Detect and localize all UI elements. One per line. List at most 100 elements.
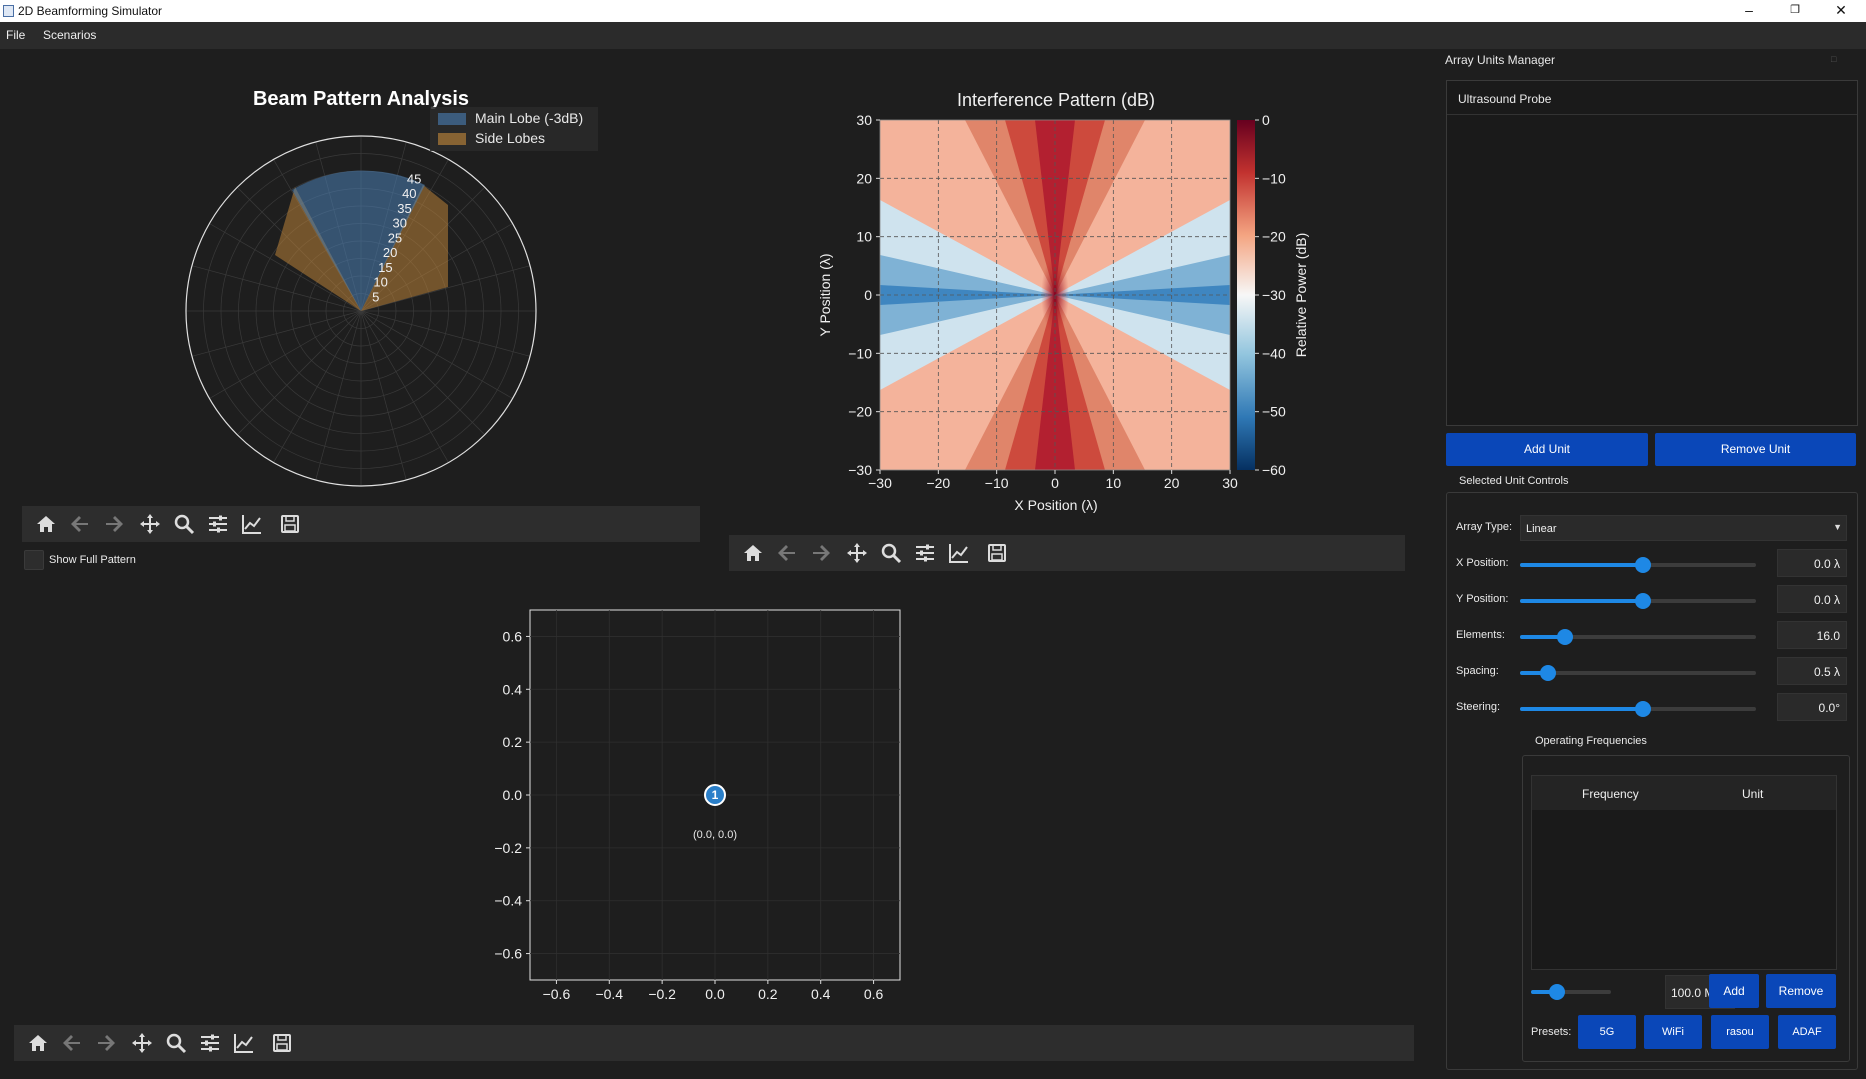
legend-side-lobes: Side Lobes <box>475 130 545 146</box>
preset-button[interactable]: ADAF <box>1778 1015 1836 1049</box>
panel-float-icon[interactable]: □ <box>1831 54 1837 64</box>
colorbar-ticks: 0 −10 −20 −30 −40 −50 −60 <box>1255 112 1286 478</box>
polar-grid-spoke <box>360 310 407 481</box>
array-plot-xtick: −0.2 <box>648 986 676 1002</box>
polar-radial-tick: 10 <box>373 275 387 290</box>
beam-pattern-polar-plot[interactable]: Beam Pattern Analysis 51015202530354045 … <box>0 55 720 495</box>
save-icon[interactable] <box>278 512 302 536</box>
heatmap-xtick: 30 <box>1222 475 1238 491</box>
configure-icon[interactable] <box>198 1031 222 1055</box>
control-value-field[interactable]: 16.0 <box>1777 621 1847 649</box>
home-icon[interactable] <box>26 1031 50 1055</box>
colorbar-label: Relative Power (dB) <box>1293 233 1309 358</box>
menu-scenarios[interactable]: Scenarios <box>43 28 97 42</box>
legend-main-swatch <box>438 113 466 125</box>
array-type-select[interactable]: Linear ▼ <box>1520 515 1847 541</box>
heatmap-ticks: −30 −20 −10 0 10 20 30 30 20 10 0 −10 −20 −30 <box>848 112 1238 491</box>
menu-bar: File Scenarios <box>0 22 1866 49</box>
edit-axis-icon[interactable] <box>240 512 264 536</box>
colorbar-tick: −10 <box>1262 170 1286 186</box>
heatmap-xtick: −10 <box>985 475 1009 491</box>
configure-icon[interactable] <box>206 512 230 536</box>
app-icon <box>3 5 14 17</box>
interference-pattern-plot[interactable]: Interference Pattern (dB) −30 −20 −10 0 10 20… <box>800 80 1340 520</box>
add-unit-button[interactable]: Add Unit <box>1446 433 1648 466</box>
array-layout-plot[interactable]: −0.6 −0.4 −0.2 0.0 0.2 0.4 0.6 0.6 0.4 0.2 0.0 −0.2… <box>470 600 930 1020</box>
back-arrow-icon[interactable] <box>60 1031 84 1055</box>
side-lobe-sector <box>361 185 448 311</box>
frequency-table-header: Frequency Unit <box>1532 776 1836 810</box>
control-value-field[interactable]: 0.0 λ <box>1777 549 1847 577</box>
polar-radial-tick: 30 <box>393 216 407 231</box>
array-plot-toolbar <box>14 1025 1414 1061</box>
array-plot-ytick: 0.2 <box>503 734 523 750</box>
heatmap-xtick: 20 <box>1164 475 1180 491</box>
array-plot-ytick: 0.6 <box>503 628 523 644</box>
menu-file[interactable]: File <box>6 28 26 42</box>
zoom-icon[interactable] <box>164 1031 188 1055</box>
zoom-icon[interactable] <box>879 541 903 565</box>
control-value-field[interactable]: 0.5 λ <box>1777 657 1847 685</box>
control-slider[interactable] <box>1520 629 1756 645</box>
restore-button[interactable]: ❐ <box>1790 4 1800 16</box>
polar-radial-tick: 35 <box>397 201 411 216</box>
preset-button[interactable]: WiFi <box>1644 1015 1702 1049</box>
control-slider[interactable] <box>1520 665 1756 681</box>
edit-axis-icon[interactable] <box>947 541 971 565</box>
selected-unit-controls-title: Selected Unit Controls <box>1459 475 1569 487</box>
control-slider[interactable] <box>1520 701 1756 717</box>
edit-axis-icon[interactable] <box>232 1031 256 1055</box>
minimize-button[interactable]: – <box>1745 2 1753 18</box>
side-lobe-sector <box>275 187 361 311</box>
frequency-table[interactable]: Frequency Unit <box>1531 775 1837 970</box>
save-icon[interactable] <box>985 541 1009 565</box>
zoom-icon[interactable] <box>172 512 196 536</box>
add-frequency-button[interactable]: Add <box>1709 974 1759 1008</box>
remove-unit-button[interactable]: Remove Unit <box>1655 433 1856 466</box>
array-plot-ticks: −0.6 −0.4 −0.2 0.0 0.2 0.4 0.6 0.6 0.4 0.2 0.0 −0.2… <box>494 628 883 1002</box>
array-plot-xtick: −0.6 <box>543 986 571 1002</box>
control-slider[interactable] <box>1520 557 1756 573</box>
pan-icon[interactable] <box>130 1031 154 1055</box>
pan-icon[interactable] <box>845 541 869 565</box>
back-arrow-icon[interactable] <box>775 541 799 565</box>
preset-button[interactable]: 5G <box>1578 1015 1636 1049</box>
polar-grid-spoke <box>209 310 362 399</box>
pan-icon[interactable] <box>138 512 162 536</box>
array-plot-ytick: −0.6 <box>494 946 522 962</box>
control-slider[interactable] <box>1520 593 1756 609</box>
unit-list-item[interactable]: Ultrasound Probe <box>1447 81 1857 115</box>
window-title-bar: 2D Beamforming Simulator – ❐ ✕ <box>0 0 1866 22</box>
save-icon[interactable] <box>270 1031 294 1055</box>
array-unit-marker[interactable]: 1 (0.0, 0.0) <box>693 784 737 841</box>
units-list[interactable]: Ultrasound Probe <box>1446 80 1858 426</box>
forward-arrow-icon[interactable] <box>94 1031 118 1055</box>
array-unit-coordinates: (0.0, 0.0) <box>693 829 737 841</box>
home-icon[interactable] <box>34 512 58 536</box>
polar-grid-spoke <box>237 310 362 435</box>
heatmap-xtick: 10 <box>1106 475 1122 491</box>
configure-icon[interactable] <box>913 541 937 565</box>
legend-side-swatch <box>438 133 466 145</box>
polar-grid-spoke <box>191 265 362 312</box>
show-full-pattern-checkbox[interactable] <box>24 550 44 570</box>
control-value-field[interactable]: 0.0 λ <box>1777 585 1847 613</box>
polar-grid-spoke <box>273 310 362 463</box>
close-button[interactable]: ✕ <box>1835 2 1847 18</box>
home-icon[interactable] <box>741 541 765 565</box>
interference-title: Interference Pattern (dB) <box>957 90 1155 110</box>
heatmap-ytick: 0 <box>864 287 872 303</box>
remove-frequency-button[interactable]: Remove <box>1766 974 1836 1008</box>
colorbar-tick: −20 <box>1262 229 1286 245</box>
operating-frequencies-title: Operating Frequencies <box>1535 735 1647 747</box>
control-value-field[interactable]: 0.0° <box>1777 693 1847 721</box>
forward-arrow-icon[interactable] <box>809 541 833 565</box>
forward-arrow-icon[interactable] <box>102 512 126 536</box>
back-arrow-icon[interactable] <box>68 512 92 536</box>
colorbar-tick: −50 <box>1262 404 1286 420</box>
heatmap-ytick: 30 <box>856 112 872 128</box>
preset-button[interactable]: rasou <box>1711 1015 1769 1049</box>
heatmap-xtick: −20 <box>926 475 950 491</box>
frequency-slider[interactable] <box>1531 984 1611 1000</box>
